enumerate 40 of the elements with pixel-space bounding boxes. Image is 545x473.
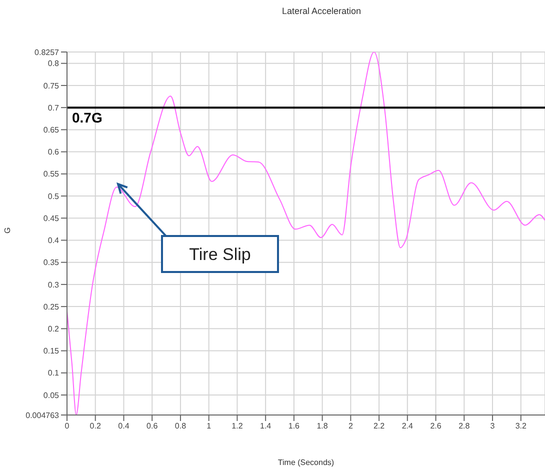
y-tick-label: 0.45 <box>43 214 60 223</box>
chart-title: Lateral Acceleration <box>280 6 362 16</box>
x-tick-label: 0.2 <box>90 422 102 431</box>
y-tick-label: 0.65 <box>43 126 60 135</box>
x-axis-title: Time (Seconds) <box>278 458 334 467</box>
x-tick-label: 2.4 <box>402 422 414 431</box>
x-tick-label: 2.6 <box>430 422 442 431</box>
y-tick-label: 0.4 <box>48 236 60 246</box>
y-tick-label: 0.15 <box>43 346 60 356</box>
y-tick-label: 0.35 <box>43 258 60 268</box>
x-tick-label: 0 <box>64 422 70 431</box>
x-tick-label: 0.6 <box>146 422 158 431</box>
x-tick-label: 0.4 <box>118 422 130 431</box>
y-axis-title: G <box>2 227 12 234</box>
x-tick-label: 2 <box>348 422 354 431</box>
annotation: Tire Slip <box>189 245 251 264</box>
x-tick-label: 1.4 <box>260 422 272 431</box>
y-tick-label: 0.1 <box>48 368 60 378</box>
y-tick-label: 0.05 <box>43 390 60 400</box>
x-tick-label: 1.8 <box>316 422 328 431</box>
x-tick-label: 3.2 <box>515 422 527 431</box>
x-tick-label: 0.8 <box>174 422 187 431</box>
y-tick-label: 0.25 <box>43 302 60 312</box>
y-tick-label: 0.6 <box>48 148 60 157</box>
y-tick-label: 0.2 <box>48 324 60 334</box>
x-tick-label: 2.8 <box>458 422 470 431</box>
ref-line-label: 0.7G <box>72 110 102 126</box>
y-tick-label: 0.5 <box>48 192 60 201</box>
y-tick-label: 0.8257 <box>34 48 60 57</box>
y-tick-label: 0.8 <box>48 59 60 68</box>
x-tick-label: 1.2 <box>232 422 244 431</box>
y-tick-label: 0.3 <box>48 280 60 290</box>
x-tick-label: 2.2 <box>373 422 386 431</box>
x-tick-label: 1.6 <box>288 422 300 431</box>
y-tick-label: 0.75 <box>43 81 60 90</box>
y-tick-label: 0.7 <box>48 103 60 112</box>
x-tick-label: 3 <box>490 422 496 431</box>
y-tick-label: 0.004763 <box>26 410 60 420</box>
x-tick-label: 1 <box>206 422 212 431</box>
y-tick-label: 0.55 <box>43 170 60 179</box>
